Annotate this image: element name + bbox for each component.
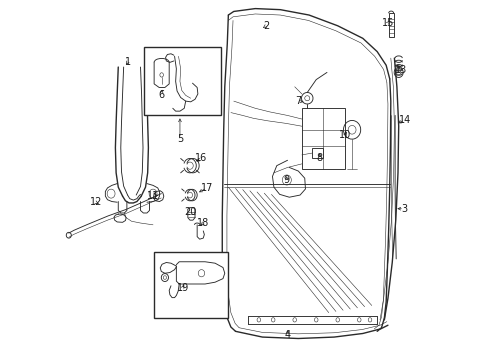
- Text: 1: 1: [124, 57, 131, 67]
- Text: 19: 19: [176, 283, 188, 293]
- Text: 18: 18: [197, 218, 209, 228]
- Bar: [311, 148, 322, 158]
- Text: 12: 12: [89, 197, 102, 207]
- Bar: [144, 47, 221, 116]
- Text: 10: 10: [338, 130, 350, 140]
- Text: 13: 13: [395, 64, 407, 75]
- Text: 3: 3: [400, 204, 407, 214]
- Text: 6: 6: [158, 90, 164, 100]
- Text: 14: 14: [398, 115, 410, 125]
- Text: 11: 11: [146, 191, 159, 201]
- Text: 8: 8: [316, 153, 322, 163]
- Text: 5: 5: [177, 134, 183, 144]
- Bar: [154, 252, 228, 318]
- Text: 7: 7: [295, 96, 301, 106]
- Bar: [301, 108, 344, 169]
- Text: 4: 4: [284, 330, 290, 340]
- Text: 9: 9: [283, 175, 289, 185]
- Text: 15: 15: [381, 18, 393, 28]
- Text: 2: 2: [263, 21, 268, 31]
- Text: 16: 16: [194, 153, 206, 163]
- Text: 20: 20: [183, 207, 196, 217]
- Text: 17: 17: [200, 183, 213, 193]
- Bar: [388, 13, 393, 37]
